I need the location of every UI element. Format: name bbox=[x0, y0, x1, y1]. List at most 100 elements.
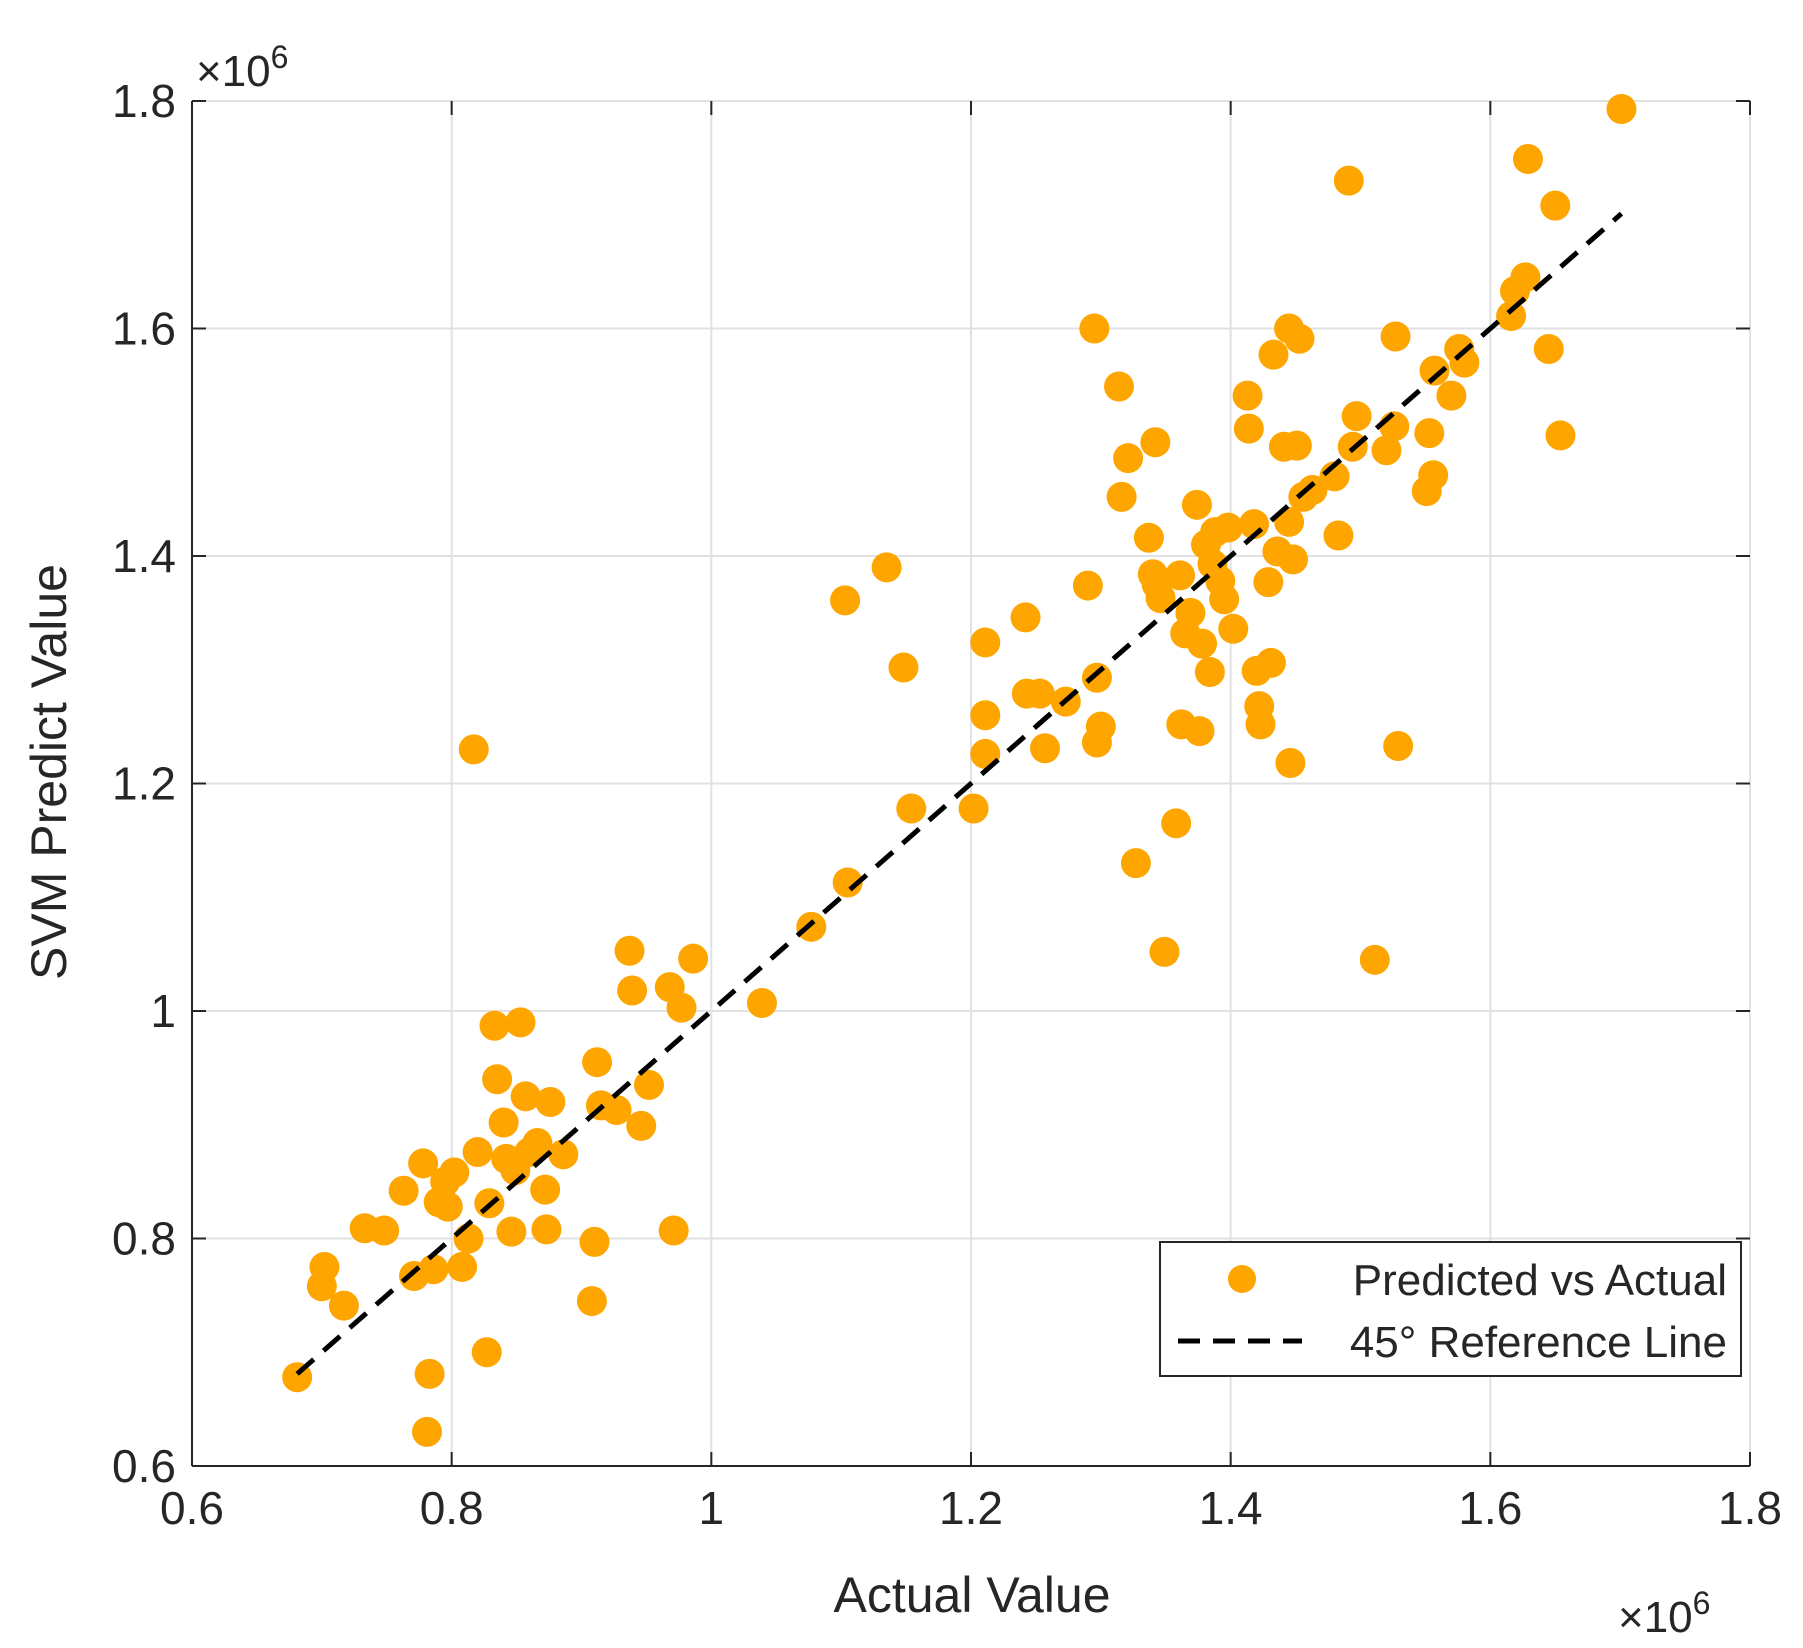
data-point bbox=[328, 1290, 359, 1321]
data-point bbox=[1184, 716, 1215, 747]
data-point bbox=[369, 1215, 400, 1246]
axes bbox=[191, 100, 1751, 1467]
data-point bbox=[548, 1139, 579, 1170]
data-point bbox=[388, 1175, 419, 1206]
data-point bbox=[479, 1010, 510, 1041]
data-point bbox=[1512, 144, 1543, 175]
data-point bbox=[576, 1286, 607, 1317]
data-point bbox=[1359, 944, 1390, 975]
legend: Predicted vs Actual 45° Reference Line bbox=[1159, 1241, 1742, 1377]
data-point bbox=[617, 975, 648, 1006]
y-tick-label: 1.4 bbox=[112, 530, 176, 582]
y-exponent-label: ×106 bbox=[196, 39, 288, 96]
data-point bbox=[1245, 709, 1276, 740]
data-point bbox=[531, 1214, 562, 1245]
x-tick-label: 1.6 bbox=[1458, 1482, 1522, 1534]
data-point bbox=[1545, 420, 1576, 451]
data-point bbox=[1380, 321, 1411, 352]
data-point bbox=[970, 627, 1001, 658]
data-point bbox=[1218, 613, 1249, 644]
data-point bbox=[658, 1215, 689, 1246]
data-point bbox=[579, 1226, 610, 1257]
data-point bbox=[1371, 435, 1402, 466]
data-point bbox=[1414, 418, 1445, 449]
y-tick-label: 1.8 bbox=[112, 75, 176, 127]
y-tick-label: 1.6 bbox=[112, 303, 176, 355]
data-point bbox=[1145, 583, 1176, 614]
data-point bbox=[1010, 602, 1041, 633]
data-point bbox=[458, 734, 489, 765]
data-point bbox=[1120, 848, 1151, 879]
data-point bbox=[1213, 512, 1244, 543]
legend-label-line: 45° Reference Line bbox=[1350, 1318, 1727, 1367]
data-point bbox=[453, 1223, 484, 1254]
data-point bbox=[830, 585, 861, 616]
data-point bbox=[462, 1137, 493, 1168]
data-point bbox=[1072, 570, 1103, 601]
data-point bbox=[1323, 520, 1354, 551]
data-point bbox=[505, 1007, 536, 1038]
x-tick-label: 0.6 bbox=[160, 1482, 224, 1534]
x-tick-label: 1.2 bbox=[939, 1482, 1003, 1534]
data-point bbox=[1258, 339, 1289, 370]
data-point bbox=[1081, 662, 1112, 693]
data-point bbox=[1341, 401, 1372, 432]
data-point bbox=[582, 1047, 613, 1078]
data-point bbox=[1281, 430, 1312, 461]
data-point bbox=[678, 943, 709, 974]
y-tick-label: 1 bbox=[150, 985, 176, 1037]
data-point bbox=[1187, 628, 1218, 659]
data-point bbox=[1175, 597, 1206, 628]
data-point bbox=[666, 992, 697, 1023]
data-point bbox=[1253, 567, 1284, 598]
points-layer bbox=[282, 93, 1637, 1447]
data-point bbox=[496, 1216, 527, 1247]
data-point bbox=[1194, 657, 1225, 688]
data-point bbox=[1277, 544, 1308, 575]
data-point bbox=[746, 988, 777, 1019]
data-point bbox=[796, 911, 827, 942]
y-tick-label: 0.8 bbox=[112, 1213, 176, 1265]
data-point bbox=[1255, 647, 1286, 678]
data-point bbox=[626, 1110, 657, 1141]
data-point bbox=[482, 1064, 513, 1095]
data-point bbox=[958, 793, 989, 824]
data-point bbox=[1284, 323, 1315, 354]
x-tick-label: 0.8 bbox=[420, 1482, 484, 1534]
data-point bbox=[1533, 333, 1564, 364]
data-point bbox=[1106, 481, 1137, 512]
data-point bbox=[530, 1174, 561, 1205]
data-point bbox=[1510, 262, 1541, 293]
data-point bbox=[471, 1337, 502, 1368]
x-exponent-label: ×106 bbox=[1618, 1585, 1710, 1642]
data-point bbox=[1113, 443, 1144, 474]
data-point bbox=[1233, 413, 1264, 444]
data-point bbox=[1418, 460, 1449, 491]
data-point bbox=[1436, 380, 1467, 411]
data-point bbox=[614, 935, 645, 966]
reference-line-layer bbox=[295, 211, 1624, 1376]
data-point bbox=[1209, 584, 1240, 615]
data-point bbox=[601, 1094, 632, 1125]
data-point bbox=[1540, 190, 1571, 221]
data-point bbox=[432, 1191, 463, 1222]
x-tick-label: 1.8 bbox=[1718, 1482, 1782, 1534]
y-axis-label: SVM Predict Value bbox=[21, 564, 77, 980]
data-point bbox=[1275, 748, 1306, 779]
data-point bbox=[1606, 93, 1637, 124]
data-point bbox=[1140, 427, 1171, 458]
legend-label-scatter: Predicted vs Actual bbox=[1353, 1256, 1727, 1305]
data-point bbox=[1496, 300, 1527, 331]
data-point bbox=[411, 1416, 442, 1447]
data-point bbox=[1079, 313, 1110, 344]
data-point bbox=[888, 652, 919, 683]
data-point bbox=[1232, 380, 1263, 411]
data-point bbox=[488, 1107, 519, 1138]
data-point bbox=[510, 1081, 541, 1112]
x-tick-label: 1.4 bbox=[1199, 1482, 1263, 1534]
data-point bbox=[1419, 355, 1450, 386]
data-point bbox=[634, 1069, 665, 1100]
legend-marker-scatter bbox=[1228, 1265, 1256, 1293]
data-point bbox=[970, 700, 1001, 731]
